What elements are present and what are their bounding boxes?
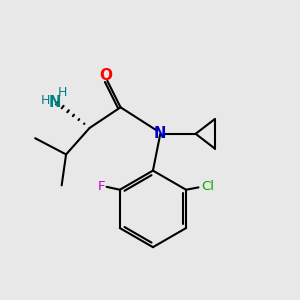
Text: H: H [41,94,50,107]
Text: O: O [99,68,112,83]
Text: Cl: Cl [202,180,215,193]
Text: N: N [49,95,61,110]
Text: N: N [154,126,167,141]
Text: F: F [98,180,105,193]
Text: H: H [58,86,67,99]
